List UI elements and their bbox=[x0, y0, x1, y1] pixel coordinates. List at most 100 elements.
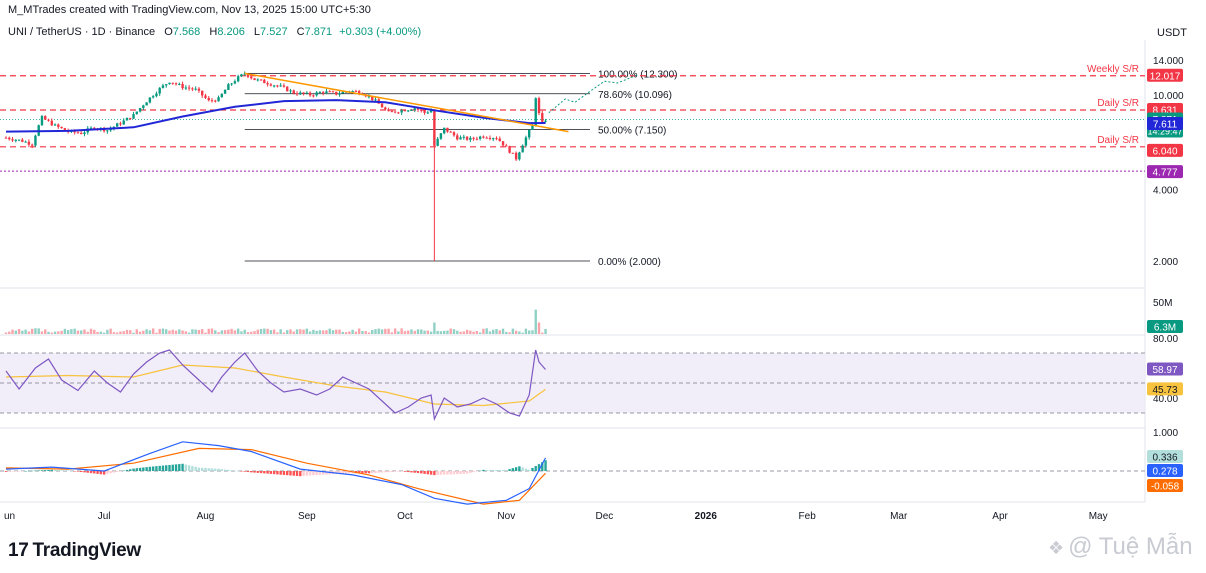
volume-bar bbox=[534, 309, 537, 334]
volume-bar bbox=[240, 331, 243, 334]
candle-body bbox=[295, 93, 299, 95]
volume-bar bbox=[27, 331, 31, 334]
volume-bar bbox=[371, 329, 374, 334]
candle-body bbox=[158, 87, 161, 94]
macd-histogram-bar bbox=[308, 471, 312, 476]
volume-bar bbox=[361, 331, 364, 334]
candle-body bbox=[259, 79, 263, 81]
volume-bar bbox=[17, 328, 21, 334]
candle-body bbox=[119, 123, 122, 125]
macd-histogram-bar bbox=[485, 469, 488, 471]
fib-label: 78.60% (10.096) bbox=[598, 90, 672, 101]
volume-bar bbox=[328, 328, 331, 334]
macd-histogram-bar bbox=[436, 471, 439, 475]
macd-histogram-bar bbox=[253, 471, 256, 473]
symbol-legend[interactable]: UNI / TetherUS · 1D · Binance O7.568 H8.… bbox=[8, 26, 421, 38]
candle-body bbox=[436, 138, 439, 146]
candle-body bbox=[282, 85, 286, 87]
rsi-tick-label: 40.00 bbox=[1153, 394, 1178, 405]
macd-histogram-bar bbox=[305, 471, 309, 476]
volume-bar bbox=[8, 331, 11, 334]
volume-bar bbox=[472, 331, 475, 334]
volume-bar bbox=[276, 332, 279, 334]
volume-bar bbox=[40, 331, 44, 334]
macd-histogram-bar bbox=[217, 468, 220, 471]
macd-histogram-bar bbox=[344, 471, 348, 474]
macd-histogram-bar bbox=[30, 470, 34, 472]
volume-bar bbox=[518, 331, 521, 334]
currency-label[interactable]: USDT bbox=[1157, 27, 1187, 39]
macd-histogram-bar bbox=[514, 467, 518, 471]
sr-tag: 8.631 bbox=[1152, 105, 1177, 116]
macd-histogram-bar bbox=[158, 465, 161, 471]
volume-bar bbox=[452, 329, 456, 334]
candle-body bbox=[514, 152, 518, 160]
low-tag: 4.777 bbox=[1152, 168, 1177, 179]
volume-bar bbox=[76, 330, 80, 334]
candle-body bbox=[269, 84, 273, 86]
volume-bar bbox=[178, 329, 181, 334]
candle-body bbox=[482, 136, 485, 138]
macd-histogram-bar bbox=[469, 471, 472, 473]
candle-body bbox=[250, 76, 253, 79]
candle-body bbox=[537, 98, 541, 114]
logo-text: TradingView bbox=[32, 540, 142, 561]
rsi-ma-line bbox=[5, 364, 546, 407]
candle-body bbox=[531, 125, 534, 130]
macd-histogram-bar bbox=[223, 469, 227, 471]
macd-histogram-bar bbox=[86, 471, 89, 473]
volume-bar bbox=[403, 331, 407, 334]
tradingview-logo[interactable]: 17 TradingView bbox=[8, 540, 141, 562]
candle-body bbox=[227, 84, 230, 90]
candle-body bbox=[83, 132, 86, 135]
volume-bar bbox=[537, 322, 541, 334]
candle-body bbox=[446, 127, 449, 132]
macd-histogram-bar bbox=[57, 470, 60, 471]
volume-bar bbox=[305, 328, 309, 334]
candle-body bbox=[442, 127, 446, 134]
candle-body bbox=[214, 100, 217, 102]
macd-histogram-bar bbox=[50, 469, 53, 471]
candle-body bbox=[204, 95, 207, 98]
volume-bar bbox=[243, 329, 246, 334]
volume-bar bbox=[99, 331, 103, 334]
candle-body bbox=[462, 136, 465, 138]
volume-bar bbox=[292, 331, 295, 334]
candle-body bbox=[380, 103, 384, 108]
volume-bar bbox=[86, 331, 89, 334]
price-tick-label: 10.000 bbox=[1153, 91, 1184, 102]
volume-bar bbox=[475, 331, 479, 334]
candle-body bbox=[47, 119, 50, 121]
candle-body bbox=[524, 137, 528, 146]
volume-bar bbox=[393, 328, 397, 334]
volume-bar bbox=[397, 331, 400, 334]
volume-bar bbox=[115, 332, 119, 334]
candle-body bbox=[478, 136, 482, 139]
volume-bar bbox=[528, 330, 531, 334]
macd-histogram-bar bbox=[472, 471, 475, 473]
volume-bar bbox=[63, 328, 67, 334]
volume-bar bbox=[266, 328, 269, 334]
bar-countdown: 14:29:47 bbox=[1147, 126, 1182, 136]
candle-body bbox=[393, 111, 397, 113]
volume-bar bbox=[413, 330, 416, 334]
sr-tag-bg bbox=[1147, 68, 1183, 82]
macd-histogram-bar bbox=[47, 469, 50, 471]
symbol-title[interactable]: UNI / TetherUS · 1D · Binance bbox=[8, 26, 156, 38]
candle-body bbox=[34, 135, 37, 146]
candle-body bbox=[498, 138, 501, 142]
candle-body bbox=[236, 76, 240, 82]
candle-body bbox=[223, 89, 227, 94]
candle-body bbox=[253, 78, 256, 81]
macd-tag-bg bbox=[1147, 464, 1183, 477]
volume-bar bbox=[400, 328, 403, 334]
macd-histogram-bar bbox=[60, 470, 63, 471]
volume-bar bbox=[73, 328, 76, 334]
volume-bar bbox=[312, 329, 315, 334]
macd-histogram-bar bbox=[165, 465, 168, 471]
macd-histogram-bar bbox=[129, 469, 132, 471]
volume-tag-bg bbox=[1147, 320, 1183, 333]
macd-histogram-bar bbox=[53, 469, 57, 471]
volume-bar bbox=[426, 330, 430, 334]
